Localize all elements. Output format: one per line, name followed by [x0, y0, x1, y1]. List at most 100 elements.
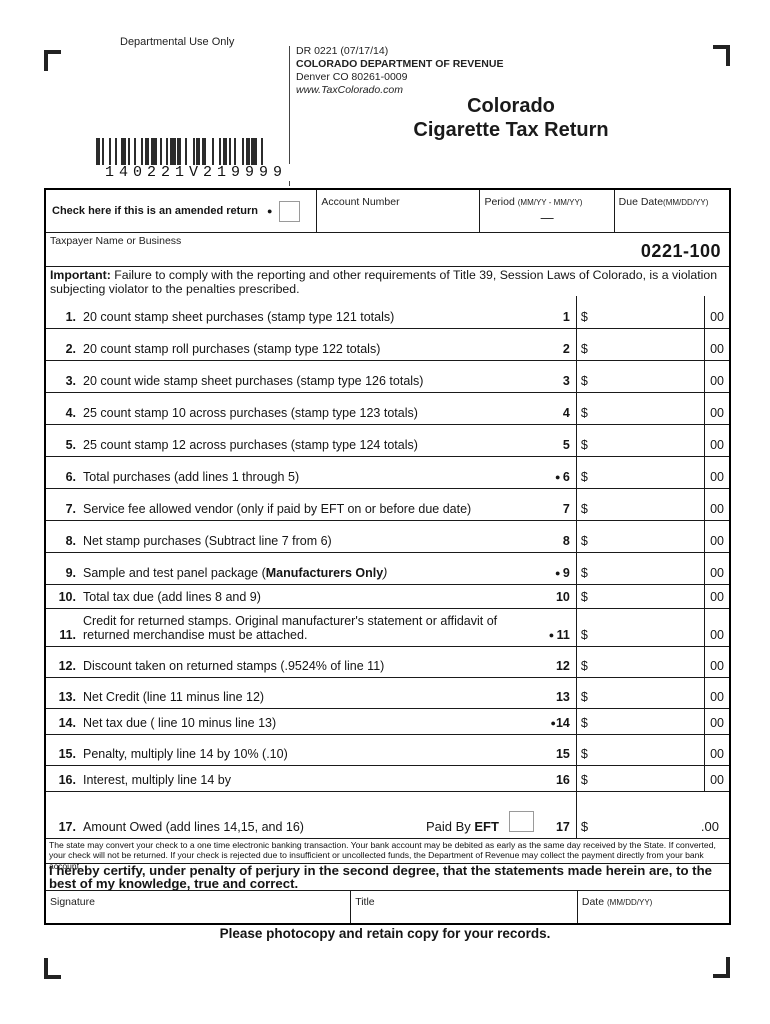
account-number-field[interactable]: Account Number: [316, 190, 479, 232]
account-number-label: Account Number: [321, 196, 400, 208]
line-ref: ● 9: [555, 566, 576, 580]
barcode-bar: [101, 138, 104, 165]
agency-website: www.TaxColorado.com: [296, 84, 403, 96]
line-description: 5. 25 count stamp 12 across purchases (st…: [46, 425, 576, 456]
taxpayer-row[interactable]: Taxpayer Name or Business 0221-100: [46, 232, 729, 266]
line-text-col: Net stamp purchases (Subtract line 7 fro…: [76, 534, 563, 548]
line-15-amount-field[interactable]: $: [575, 735, 704, 765]
line-4-cents-field[interactable]: 00: [704, 393, 729, 424]
line-row-13: 13. Net Credit (line 11 minus line 12) 13 $…: [46, 677, 729, 708]
line-ref: 1: [563, 310, 576, 324]
line-number: 7.: [65, 502, 76, 516]
line-text-col: Discount taken on returned stamps (.9524…: [76, 659, 556, 673]
line-8-amount-field[interactable]: $: [575, 521, 704, 552]
paid-by-eft-checkbox[interactable]: [508, 811, 534, 832]
line-7-cents-field[interactable]: 00: [704, 489, 729, 520]
date-field[interactable]: Date (MM/DD/YY): [576, 891, 729, 923]
line-text: Penalty, multiply line 14 by 10% (.10): [83, 747, 288, 761]
line-ref-number: 1: [562, 310, 570, 324]
line-6-amount-field[interactable]: $: [575, 457, 704, 488]
line-description: 8. Net stamp purchases (Subtract line 7 f…: [46, 521, 576, 552]
line-16-cents-field[interactable]: 00: [704, 766, 729, 791]
page-title-line2: Cigarette Tax Return: [413, 119, 609, 141]
line-row-10: 10. Total tax due (add lines 8 and 9) 10 $0…: [46, 584, 729, 608]
check-conversion-notice: The state may convert your check to a on…: [46, 838, 729, 871]
line-3-cents-field[interactable]: 00: [704, 361, 729, 392]
line-2-amount-field[interactable]: $: [575, 329, 704, 360]
line-13-amount-field[interactable]: $: [575, 678, 704, 708]
line-17-amount-field[interactable]: $ .00: [575, 792, 729, 838]
line-9-amount-field[interactable]: $: [575, 553, 704, 584]
line-ref: 16: [556, 773, 576, 787]
line-description: 1. 20 count stamp sheet purchases (stamp …: [46, 296, 576, 328]
due-date-field[interactable]: Due Date(MM/DD/YY): [613, 190, 729, 232]
period-hint: (MM/YY - MM/YY): [517, 198, 583, 207]
line-1-cents-field[interactable]: 00: [704, 296, 729, 328]
line-6-cents-field[interactable]: 00: [704, 457, 729, 488]
line-7-amount-field[interactable]: $: [575, 489, 704, 520]
line-ref: 5: [563, 438, 576, 452]
barcode-bar: [228, 138, 231, 165]
amended-return-checkbox[interactable]: [279, 200, 301, 222]
line-10-cents-field[interactable]: 00: [704, 585, 729, 608]
line-11-amount-field[interactable]: $: [575, 609, 704, 646]
line-12-amount-field[interactable]: $: [575, 647, 704, 677]
title-field[interactable]: Title: [350, 891, 577, 923]
line-row-9: 9. Sample and test panel package (Manufac…: [46, 552, 729, 584]
form-code: DR 0221 (07/17/14): [296, 45, 389, 57]
line-4-amount-field[interactable]: $: [575, 393, 704, 424]
line-11-cents-field[interactable]: 00: [704, 609, 729, 646]
paid-by-eft-label: Paid By EFT: [426, 819, 499, 834]
line-9-cents-field[interactable]: 00: [704, 553, 729, 584]
line-number: 17.: [58, 820, 76, 834]
line-text: 20 count stamp roll purchases (stamp typ…: [83, 342, 381, 356]
line-14-amount-field[interactable]: $: [575, 709, 704, 734]
important-text: Failure to comply with the reporting and…: [50, 268, 718, 296]
line-10-amount-field[interactable]: $: [575, 585, 704, 608]
line-text-col: Penalty, multiply line 14 by 10% (.10): [76, 747, 556, 761]
line-text-col: Service fee allowed vendor (only if paid…: [76, 502, 563, 516]
barcode-bar: [251, 138, 258, 165]
line-row-7: 7. Service fee allowed vendor (only if pa…: [46, 488, 729, 520]
line-8-cents-field[interactable]: 00: [704, 521, 729, 552]
barcode-bar: [166, 138, 169, 165]
line-16-amount-field[interactable]: $: [575, 766, 704, 791]
certification-statement: I hereby certify, under penalty of perju…: [46, 863, 729, 890]
barcode-bar: [245, 138, 250, 165]
line-ref-number: 9: [562, 566, 570, 580]
line-2-cents-field[interactable]: 00: [704, 329, 729, 360]
registration-mark-top-right: [713, 45, 730, 66]
barcode-bar: [150, 138, 157, 165]
line-text: 25 count stamp 12 across purchases (stam…: [83, 438, 418, 452]
barcode-bar: [145, 138, 150, 165]
line-text-col: Net tax due ( line 10 minus line 13): [76, 716, 551, 730]
header-divider: [289, 46, 290, 186]
period-label: Period: [484, 196, 515, 208]
line-5-amount-field[interactable]: $: [575, 425, 704, 456]
registration-mark-bottom-right: [713, 957, 730, 978]
line-ref-number: 2: [562, 342, 570, 356]
line-15-cents-field[interactable]: 00: [704, 735, 729, 765]
barcode-bar: [160, 138, 163, 165]
line-ref-number: 15: [555, 747, 570, 761]
header-field-row: Check here if this is an amended return …: [46, 190, 729, 232]
line-13-cents-field[interactable]: 00: [704, 678, 729, 708]
signature-field[interactable]: Signature: [46, 891, 350, 923]
period-field[interactable]: Period (MM/YY - MM/YY) —: [479, 190, 613, 232]
line-number: 9.: [65, 566, 76, 580]
line-ref-number: 4: [562, 406, 570, 420]
line-5-cents-field[interactable]: 00: [704, 425, 729, 456]
signature-label: Signature: [50, 896, 95, 908]
line-1-amount-field[interactable]: $: [575, 296, 704, 328]
barcode-bar: [222, 138, 227, 165]
line-ref: 13: [556, 690, 576, 704]
line-3-amount-field[interactable]: $: [575, 361, 704, 392]
line-description: 16. Interest, multiply line 14 by 16: [46, 766, 576, 791]
due-date-label: Due Date: [618, 196, 664, 208]
line-ref-number: 12: [555, 659, 570, 673]
line-12-cents-field[interactable]: 00: [704, 647, 729, 677]
line-ref-number: 5: [562, 438, 570, 452]
barcode-bar: [141, 138, 144, 165]
line-row-1: 1. 20 count stamp sheet purchases (stamp …: [46, 296, 729, 328]
line-14-cents-field[interactable]: 00: [704, 709, 729, 734]
